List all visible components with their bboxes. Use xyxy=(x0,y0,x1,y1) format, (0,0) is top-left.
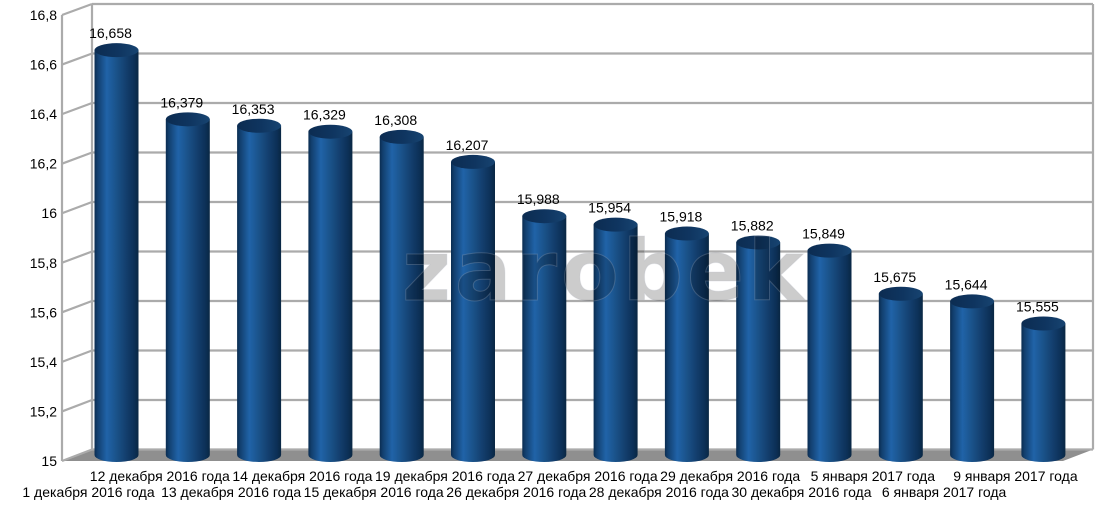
bar-group: 16,308 xyxy=(374,112,424,462)
y-axis-tick-label: 15 xyxy=(41,453,57,469)
y-axis-tick-label: 16,8 xyxy=(30,7,57,23)
bar-body xyxy=(807,250,852,462)
bar-top xyxy=(237,118,282,133)
bar-value-label: 15,849 xyxy=(802,226,845,242)
bar-top xyxy=(736,235,781,250)
y-axis-tick-label: 16,4 xyxy=(30,106,57,122)
bar-top xyxy=(950,294,995,309)
bar-top xyxy=(308,124,353,139)
bar-body xyxy=(94,50,139,462)
bar-body xyxy=(736,242,781,462)
x-axis-category-label: 15 декабря 2016 года xyxy=(304,484,444,500)
x-axis-category-label: 12 декабря 2016 года xyxy=(90,468,230,484)
bar-top xyxy=(379,129,424,144)
bar-value-label: 16,379 xyxy=(160,94,203,110)
bar-value-label: 15,918 xyxy=(659,209,702,225)
x-axis-category-label: 26 декабря 2016 года xyxy=(446,484,586,500)
bar-top xyxy=(878,286,923,301)
bar-group: 16,353 xyxy=(232,101,282,463)
bar-top xyxy=(522,209,567,224)
bar-group: 16,379 xyxy=(160,94,210,462)
x-axis-category-label: 13 декабря 2016 года xyxy=(161,484,301,500)
bar-top xyxy=(165,112,210,127)
bar-body xyxy=(451,161,495,462)
bar-body xyxy=(165,119,210,462)
bar-body xyxy=(1021,323,1066,462)
axis-tick-connector xyxy=(61,200,93,215)
y-axis-tick-label: 16 xyxy=(41,205,57,221)
bar-top xyxy=(451,154,495,169)
bar-value-label: 15,954 xyxy=(588,200,631,216)
bar-group: 16,329 xyxy=(303,107,353,462)
x-axis-category-label: 28 декабря 2016 года xyxy=(589,484,729,500)
axis-tick-connector xyxy=(61,250,93,264)
x-axis-category-label: 9 января 2017 года xyxy=(953,468,1078,484)
x-axis-category-label: 27 декабря 2016 года xyxy=(518,468,658,484)
bar-value-label: 16,207 xyxy=(446,137,489,153)
axis-tick-connector xyxy=(61,299,93,314)
bar-value-label: 15,644 xyxy=(945,276,988,292)
x-axis-category-label: 29 декабря 2016 года xyxy=(660,468,800,484)
bar-group: 15,988 xyxy=(517,191,567,462)
bar-top xyxy=(1021,316,1066,331)
y-axis-tick-label: 15,6 xyxy=(30,304,57,320)
x-axis-category-label: 19 декабря 2016 года xyxy=(375,468,515,484)
bar-value-label: 16,658 xyxy=(89,25,132,41)
bar-body xyxy=(950,301,995,462)
bar-body xyxy=(593,224,638,462)
y-axis-tick-label: 16,2 xyxy=(30,156,57,172)
bar-value-label: 15,988 xyxy=(517,191,560,207)
bar-group: 15,918 xyxy=(659,209,709,462)
bar-top xyxy=(807,243,852,258)
bar-body xyxy=(237,125,282,463)
bar-value-label: 15,882 xyxy=(731,217,774,233)
bar-body xyxy=(878,293,923,462)
bar-body xyxy=(379,136,424,462)
bar-value-label: 15,555 xyxy=(1016,298,1059,314)
axis-tick-connector xyxy=(61,52,93,66)
bar-value-label: 16,353 xyxy=(232,101,275,117)
x-axis-category-label: 14 декабря 2016 года xyxy=(232,468,372,484)
axis-tick-connector xyxy=(61,398,93,413)
x-axis-category-label: 5 января 2017 года xyxy=(811,468,936,484)
chart-floor xyxy=(62,449,1093,461)
x-axis-category-label: 6 января 2017 года xyxy=(882,484,1007,500)
bar-group: 16,658 xyxy=(89,25,139,462)
bar-value-label: 16,308 xyxy=(374,112,417,128)
axis-tick-connector xyxy=(61,151,93,165)
bar-top xyxy=(593,217,638,232)
x-axis-category-label: 1 декабря 2016 года xyxy=(22,484,154,500)
x-axis-category-label: 30 декабря 2016 года xyxy=(731,484,871,500)
y-axis-tick-label: 16,6 xyxy=(30,57,57,73)
bar-group: 15,555 xyxy=(1016,298,1066,462)
bar-group: 15,954 xyxy=(588,200,638,462)
axis-tick-connector xyxy=(61,2,93,17)
bar-group: 15,644 xyxy=(945,276,995,462)
bar-value-label: 16,329 xyxy=(303,107,346,123)
bar-body xyxy=(664,233,709,462)
bar-group: 15,882 xyxy=(731,217,781,462)
axis-tick-connector xyxy=(61,101,93,116)
y-axis-tick-label: 15,8 xyxy=(30,255,57,271)
bar-top xyxy=(664,226,709,241)
bar-body xyxy=(308,131,353,462)
bar-top xyxy=(94,43,139,58)
watermark-text: zarobek xyxy=(402,222,808,320)
y-axis-tick-label: 15,2 xyxy=(30,403,57,419)
bar-group: 15,849 xyxy=(802,226,852,462)
y-axis-tick-label: 15,4 xyxy=(30,354,57,370)
bar-value-label: 15,675 xyxy=(873,269,916,285)
bar-group: 15,675 xyxy=(873,269,923,462)
bar-group: 16,207 xyxy=(446,137,495,462)
axis-tick-connector xyxy=(61,448,93,463)
axis-tick-connector xyxy=(61,349,93,363)
bar-body xyxy=(522,216,567,462)
